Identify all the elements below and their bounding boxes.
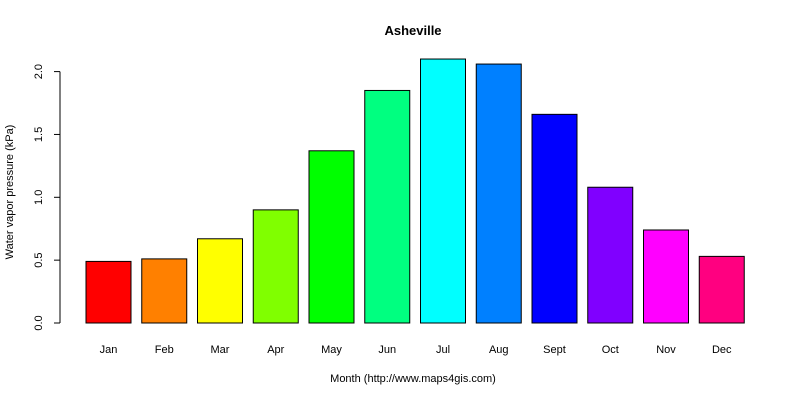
bar-apr bbox=[252, 209, 299, 324]
y-tick-label: 2.0 bbox=[33, 64, 45, 79]
bar-dec bbox=[698, 255, 745, 324]
x-tick-labels: Jan Feb Mar Apr May Jun Jul Aug Sept Oct Nov Dec bbox=[100, 344, 732, 356]
x-tick-label: Mar bbox=[211, 344, 230, 356]
x-tick-label: May bbox=[321, 344, 342, 356]
bar-nov bbox=[643, 229, 689, 324]
bar-jul bbox=[420, 58, 466, 324]
x-tick-label: Jan bbox=[100, 344, 118, 356]
x-axis-title: Month (http://www.maps4gis.com) bbox=[330, 373, 496, 385]
y-tick-label: 0.0 bbox=[33, 315, 45, 330]
x-tick-label: Dec bbox=[712, 344, 732, 356]
x-tick-label: Aug bbox=[489, 344, 509, 356]
bar-oct bbox=[587, 186, 634, 324]
y-axis: 0.0 0.5 1.0 1.5 2.0 bbox=[33, 64, 61, 331]
bar-jan bbox=[85, 260, 132, 324]
x-tick-label: Apr bbox=[267, 344, 284, 356]
bar-jun bbox=[364, 89, 411, 324]
x-tick-label: Jun bbox=[378, 344, 396, 356]
y-tick-label: 1.0 bbox=[33, 190, 45, 205]
x-tick-label: Nov bbox=[656, 344, 676, 356]
x-tick-label: Jul bbox=[436, 344, 450, 356]
x-tick-label: Sept bbox=[543, 344, 566, 356]
bar-may bbox=[308, 150, 355, 324]
y-tick-label: 1.5 bbox=[33, 127, 45, 142]
bar-mar bbox=[197, 238, 243, 324]
y-tick-label: 0.5 bbox=[33, 253, 45, 268]
y-axis-title: Water vapor pressure (kPa) bbox=[4, 125, 16, 260]
bars-group bbox=[85, 58, 745, 324]
chart-title: Asheville bbox=[384, 23, 441, 38]
x-tick-label: Feb bbox=[155, 344, 174, 356]
bar-sept bbox=[531, 113, 578, 324]
x-tick-label: Oct bbox=[602, 344, 619, 356]
bar-feb bbox=[141, 258, 188, 324]
bar-aug bbox=[475, 63, 522, 324]
